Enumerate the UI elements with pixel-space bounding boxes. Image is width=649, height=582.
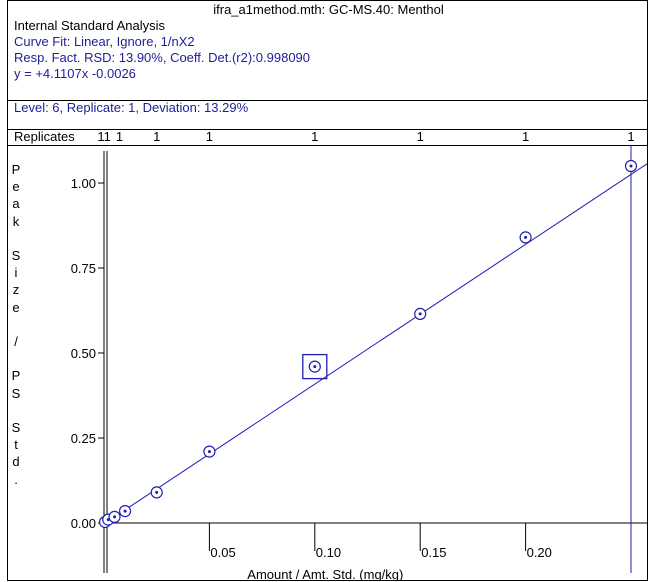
selected-point-box[interactable] xyxy=(302,353,328,380)
y-axis-title-letter: i xyxy=(14,265,18,281)
x-axis-title: Amount / Amt. Std. (mg/kg) xyxy=(247,567,403,581)
x-tick-label: 0.15 xyxy=(421,545,446,560)
replicate-count: 1 xyxy=(153,129,161,144)
data-point-center xyxy=(418,312,422,316)
x-tick-label: 0.10 xyxy=(316,545,341,560)
y-axis-title-letter: P xyxy=(11,162,21,177)
data-point-center xyxy=(629,164,633,168)
data-point-center xyxy=(207,450,211,454)
replicate-count: 1 xyxy=(115,129,124,144)
y-tick-label: 0.75 xyxy=(71,261,96,276)
x-tick-label: 0.20 xyxy=(527,545,552,560)
replicate-count: 1 xyxy=(311,129,319,144)
data-point-center xyxy=(113,515,117,519)
replicate-count: 1 xyxy=(205,129,214,144)
data-point-center xyxy=(155,490,159,494)
y-tick-label: 0.50 xyxy=(71,346,96,361)
replicate-count: 1 xyxy=(521,129,530,144)
calibration-curve-window: ifra_a1method.mth: GC-MS.40: Menthol Int… xyxy=(7,0,648,581)
data-points xyxy=(98,159,638,529)
replicates-divider-bottom xyxy=(8,145,647,146)
y-axis-title-letter: t xyxy=(14,437,18,453)
x-axis-ticks: 0.05 0.10 0.15 0.20 xyxy=(103,523,552,560)
y-tick-label: 0.00 xyxy=(71,516,96,531)
y-axis-title-letter: S xyxy=(11,385,21,401)
analysis-type: Internal Standard Analysis xyxy=(14,18,166,33)
data-point-center xyxy=(313,365,317,369)
replicates-divider-top xyxy=(8,129,647,130)
y-axis-title-letter: e xyxy=(12,299,20,315)
data-point-center xyxy=(524,235,528,239)
y-axis-ticks: 0.00 0.25 0.50 0.75 1.00 xyxy=(71,176,104,531)
x-tick-label: 0.05 xyxy=(210,545,235,560)
y-tick-label: 0.25 xyxy=(71,431,96,446)
level-info: Level: 6, Replicate: 1, Deviation: 13.29… xyxy=(14,100,249,115)
data-point-center xyxy=(123,509,127,513)
calibration-plot[interactable]: 0.00 0.25 0.50 0.75 1.00 0.05 0.10 0.15 0.20 Am… xyxy=(8,1,648,581)
replicates-label: Replicates xyxy=(14,129,75,144)
method-title: ifra_a1method.mth: GC-MS.40: Menthol xyxy=(213,2,444,17)
y-tick-label: 1.00 xyxy=(71,176,96,191)
y-axis-title-letter: z xyxy=(12,282,20,298)
y-axis-title-letter: S xyxy=(11,248,21,263)
y-axis-title-letter: P xyxy=(11,368,21,384)
y-axis-title-letter: d xyxy=(12,454,20,470)
y-axis-title-letter: e xyxy=(12,179,20,195)
y-axis-title-letter: / xyxy=(14,334,18,349)
replicate-count: 1 xyxy=(416,129,424,144)
header-divider xyxy=(8,100,647,101)
replicate-count: 1 xyxy=(103,129,111,144)
y-axis-title-letter: k xyxy=(12,213,20,229)
response-factor-info: Resp. Fact. RSD: 13.90%, Coeff. Det.(r2)… xyxy=(14,50,311,65)
plot-axes xyxy=(103,151,647,573)
fit-equation: y = +4.1107x -0.0026 xyxy=(14,66,136,81)
replicate-count: 1 xyxy=(627,129,635,144)
y-axis-title-letter: S xyxy=(11,420,21,435)
curve-fit-info: Curve Fit: Linear, Ignore, 1/nX2 xyxy=(14,34,195,49)
x-axis-title-group: Amount / Amt. Std. (mg/kg) xyxy=(247,567,403,581)
y-axis-title-letter: a xyxy=(12,196,20,212)
fit-line xyxy=(103,163,647,525)
y-axis-title-letter: . xyxy=(14,471,18,487)
replicate-count: 1 xyxy=(97,129,105,144)
